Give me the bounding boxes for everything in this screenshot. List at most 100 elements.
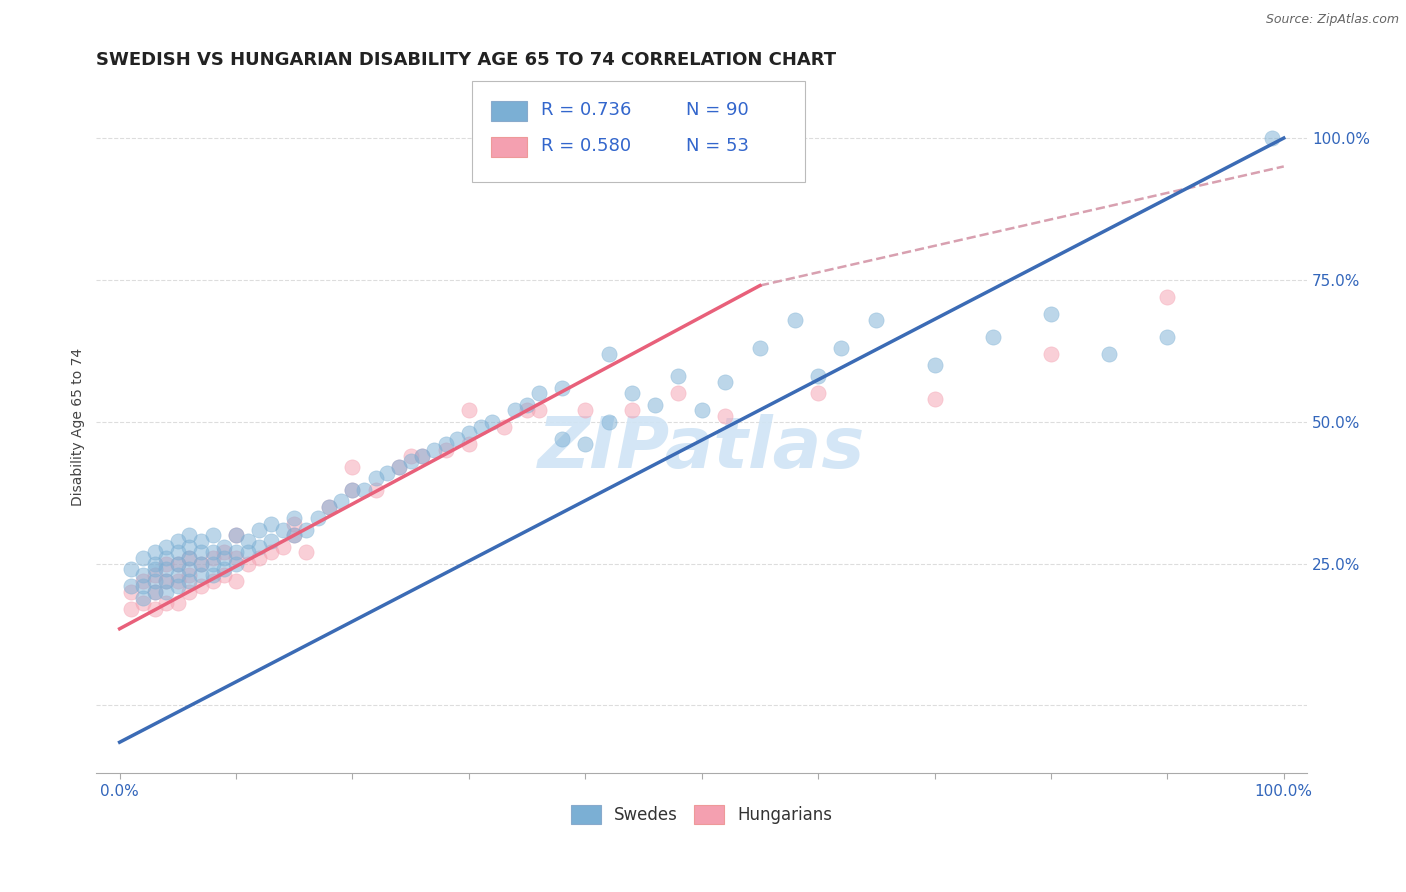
Point bbox=[318, 500, 340, 514]
Point bbox=[179, 550, 201, 565]
Point bbox=[807, 369, 830, 384]
Point bbox=[166, 574, 188, 588]
Point bbox=[364, 483, 387, 497]
Point bbox=[516, 403, 538, 417]
Point bbox=[271, 540, 294, 554]
Point bbox=[295, 523, 318, 537]
Point bbox=[830, 341, 852, 355]
Point bbox=[132, 550, 155, 565]
Point bbox=[714, 409, 737, 423]
Point bbox=[155, 574, 177, 588]
Point bbox=[668, 386, 690, 401]
Point bbox=[260, 545, 283, 559]
Text: SWEDISH VS HUNGARIAN DISABILITY AGE 65 TO 74 CORRELATION CHART: SWEDISH VS HUNGARIAN DISABILITY AGE 65 T… bbox=[97, 51, 837, 69]
Point bbox=[457, 425, 479, 440]
Point bbox=[155, 550, 177, 565]
Point bbox=[132, 567, 155, 582]
Point bbox=[166, 533, 188, 548]
Point bbox=[434, 443, 457, 458]
Point bbox=[179, 574, 201, 588]
Point bbox=[120, 562, 142, 576]
Text: N = 90: N = 90 bbox=[686, 102, 749, 120]
Point bbox=[236, 533, 259, 548]
Point bbox=[236, 557, 259, 571]
Point bbox=[598, 415, 620, 429]
Point bbox=[166, 557, 188, 571]
Point bbox=[247, 550, 270, 565]
FancyBboxPatch shape bbox=[491, 136, 527, 158]
Point bbox=[620, 403, 643, 417]
Text: ZIPatlas: ZIPatlas bbox=[538, 414, 865, 483]
Point bbox=[190, 545, 212, 559]
Point bbox=[179, 528, 201, 542]
Point bbox=[1098, 346, 1121, 360]
Point bbox=[329, 494, 352, 508]
Text: R = 0.736: R = 0.736 bbox=[541, 102, 631, 120]
Point bbox=[434, 437, 457, 451]
Point bbox=[179, 562, 201, 576]
Point bbox=[179, 567, 201, 582]
Point bbox=[132, 591, 155, 605]
Point bbox=[143, 562, 166, 576]
Point bbox=[179, 550, 201, 565]
Point bbox=[399, 449, 422, 463]
Point bbox=[120, 585, 142, 599]
Point bbox=[377, 466, 399, 480]
Point bbox=[690, 403, 713, 417]
Point bbox=[492, 420, 515, 434]
Point bbox=[551, 381, 574, 395]
Point bbox=[166, 545, 188, 559]
Point bbox=[214, 562, 236, 576]
Point bbox=[283, 516, 305, 531]
Point bbox=[748, 341, 770, 355]
Text: N = 53: N = 53 bbox=[686, 137, 749, 155]
Point bbox=[1261, 131, 1284, 145]
Point bbox=[143, 585, 166, 599]
Point bbox=[214, 540, 236, 554]
Point bbox=[644, 398, 666, 412]
Point bbox=[179, 540, 201, 554]
Point bbox=[166, 557, 188, 571]
Point bbox=[201, 567, 224, 582]
Point bbox=[295, 545, 318, 559]
Point bbox=[214, 545, 236, 559]
Point bbox=[505, 403, 527, 417]
Point bbox=[143, 574, 166, 588]
Point bbox=[924, 358, 946, 372]
Point bbox=[143, 585, 166, 599]
Point bbox=[201, 545, 224, 559]
Point bbox=[155, 574, 177, 588]
Point bbox=[190, 557, 212, 571]
Point bbox=[120, 579, 142, 593]
Point bbox=[271, 523, 294, 537]
Point bbox=[353, 483, 375, 497]
Point bbox=[132, 579, 155, 593]
Point bbox=[318, 500, 340, 514]
Point bbox=[190, 557, 212, 571]
Point bbox=[143, 602, 166, 616]
Point bbox=[143, 545, 166, 559]
Point bbox=[411, 449, 433, 463]
Point bbox=[225, 528, 247, 542]
Point bbox=[225, 545, 247, 559]
Point bbox=[155, 557, 177, 571]
Point bbox=[283, 528, 305, 542]
Point bbox=[307, 511, 329, 525]
Point bbox=[388, 460, 411, 475]
Point bbox=[924, 392, 946, 406]
Point bbox=[1039, 346, 1062, 360]
Point bbox=[1156, 290, 1178, 304]
FancyBboxPatch shape bbox=[471, 81, 804, 182]
Point bbox=[179, 585, 201, 599]
Point bbox=[190, 579, 212, 593]
Point bbox=[1039, 307, 1062, 321]
Point bbox=[668, 369, 690, 384]
Point bbox=[1156, 329, 1178, 343]
Point bbox=[247, 523, 270, 537]
Point bbox=[155, 596, 177, 610]
Point bbox=[225, 574, 247, 588]
Point bbox=[551, 432, 574, 446]
Point bbox=[783, 312, 806, 326]
Point bbox=[225, 557, 247, 571]
Point bbox=[807, 386, 830, 401]
